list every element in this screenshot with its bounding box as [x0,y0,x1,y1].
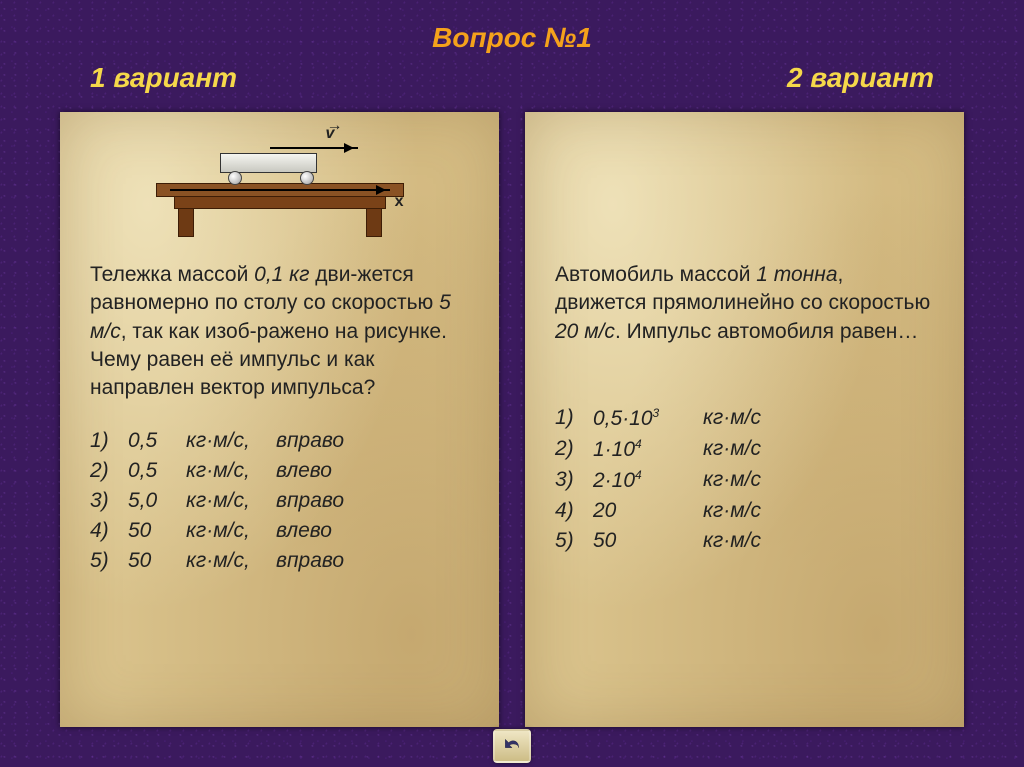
variant-1-label: 1 вариант [90,62,237,94]
variant-2-answers: 1)0,5·103кг·м/с 2)1·104кг·м/с 3)2·104кг·м/… [555,406,934,553]
back-button[interactable] [493,729,531,763]
question-title: Вопрос №1 [0,22,1024,54]
answer-option[interactable]: 3)2·104кг·м/с [555,468,934,493]
answer-option[interactable]: 5)50кг·м/с [555,529,934,553]
answer-option[interactable]: 2)1·104кг·м/с [555,437,934,462]
v-label: v→ [326,125,335,143]
answer-option[interactable]: 2)0,5кг·м/с,влево [90,459,469,483]
panels: v→ x Тележка массой 0,1 кг дви-жется рав… [60,112,964,727]
answer-option[interactable]: 1)0,5·103кг·м/с [555,406,934,431]
variant-2-label: 2 вариант [787,62,934,94]
variant-2-panel: Автомобиль массой 1 тонна, движется прям… [525,112,964,727]
cart-diagram: v→ x [150,136,410,251]
x-label: x [395,193,404,211]
variant-row: 1 вариант 2 вариант [0,62,1024,94]
return-arrow-icon [502,736,522,756]
answer-option[interactable]: 4)20кг·м/с [555,499,934,523]
variant-1-answers: 1)0,5кг·м/с,вправо 2)0,5кг·м/с,влево 3)5,0… [90,429,469,573]
answer-option[interactable]: 3)5,0кг·м/с,вправо [90,489,469,513]
variant-2-question: Автомобиль массой 1 тонна, движется прям… [555,261,934,346]
variant-1-panel: v→ x Тележка массой 0,1 кг дви-жется рав… [60,112,499,727]
answer-option[interactable]: 5)50кг·м/с,вправо [90,549,469,573]
answer-option[interactable]: 4)50кг·м/с,влево [90,519,469,543]
variant-1-question: Тележка массой 0,1 кг дви-жется равномер… [90,261,469,403]
answer-option[interactable]: 1)0,5кг·м/с,вправо [90,429,469,453]
